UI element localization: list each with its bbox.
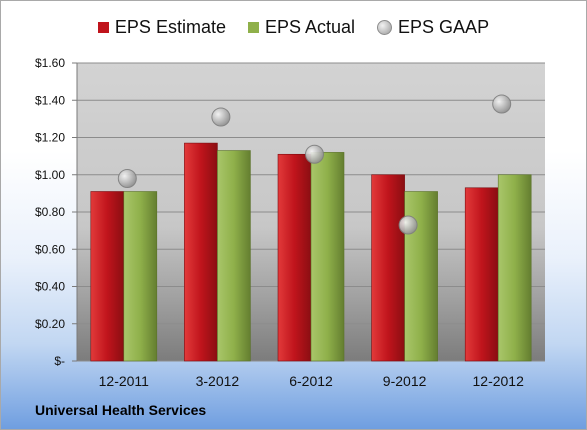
gaap-swatch [377, 20, 393, 35]
estimate-bar [277, 153, 312, 362]
x-tick-label: 6-2012 [289, 373, 333, 389]
legend-label-gaap: EPS GAAP [398, 17, 490, 37]
x-tick-label: 12-2012 [473, 373, 525, 389]
x-tick-label: 3-2012 [196, 373, 240, 389]
bars [90, 142, 532, 362]
legend-label-estimate: EPS Estimate [114, 17, 226, 37]
legend-label-actual: EPS Actual [264, 17, 356, 37]
y-tick-label: $- [54, 354, 65, 368]
x-axis-ticks: 12-2011 3-2012 6-2012 9-2012 12-2012 [99, 373, 524, 389]
gaap-marker [117, 168, 137, 188]
actual-bar [123, 191, 158, 362]
gaap-marker [211, 107, 231, 127]
y-tick-label: $1.00 [35, 168, 65, 182]
actual-bar [310, 152, 345, 362]
company-name: Universal Health Services [35, 402, 207, 418]
y-tick-label: $0.60 [35, 242, 65, 256]
estimate-bar [464, 187, 499, 362]
x-tick-label: 9-2012 [383, 373, 427, 389]
gaap-marker [398, 215, 418, 235]
gaap-marker [305, 144, 324, 164]
y-tick-label: $0.40 [35, 280, 65, 294]
estimate-swatch [97, 22, 109, 33]
actual-bar [217, 150, 251, 362]
y-tick-label: $0.80 [35, 205, 65, 219]
estimate-bar [184, 142, 218, 362]
y-axis-ticks: $- $0.20 $0.40 $0.60 $0.80 $1.00 $1.20 $1.40 $1.… [35, 56, 65, 368]
x-tick-label: 12-2011 [99, 373, 150, 389]
legend-item-gaap: EPS GAAP [377, 17, 489, 38]
gaap-markers [117, 94, 512, 235]
estimate-bar [371, 174, 405, 362]
y-tick-label: $1.60 [35, 56, 65, 70]
y-tick-label: $1.40 [35, 93, 65, 107]
gaap-marker [492, 94, 512, 114]
estimate-bar [90, 191, 125, 362]
actual-swatch [247, 22, 259, 33]
legend: EPS Estimate EPS Actual EPS GAAP [1, 17, 586, 38]
actual-bar [497, 174, 532, 362]
y-tick-label: $1.20 [35, 131, 65, 145]
y-tick-label: $0.20 [35, 317, 65, 331]
legend-item-estimate: EPS Estimate [97, 17, 226, 38]
legend-item-actual: EPS Actual [247, 17, 356, 38]
